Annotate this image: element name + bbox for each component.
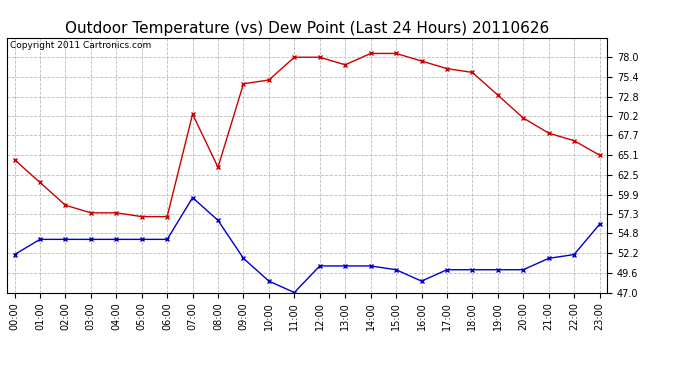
- Title: Outdoor Temperature (vs) Dew Point (Last 24 Hours) 20110626: Outdoor Temperature (vs) Dew Point (Last…: [65, 21, 549, 36]
- Text: Copyright 2011 Cartronics.com: Copyright 2011 Cartronics.com: [10, 41, 151, 50]
